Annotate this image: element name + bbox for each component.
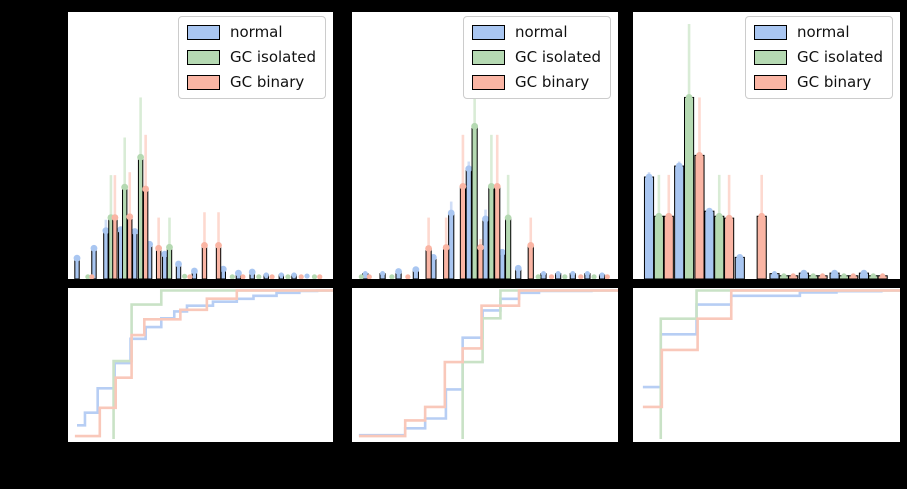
histogram-panel-middle: normal GC isolated GC binary (351, 11, 619, 281)
cdf-panel-left (67, 287, 334, 443)
legend-item-normal: normal (471, 22, 601, 43)
histogram-panel-right: normal GC isolated GC binary (632, 11, 901, 281)
cdf-panel-right (632, 287, 901, 443)
legend-swatch-gc-isolated (471, 50, 505, 65)
legend-item-gc-binary: GC binary (753, 72, 883, 93)
legend-label: GC binary (796, 73, 872, 91)
histogram-plot-left (73, 97, 323, 279)
legend-item-gc-isolated: GC isolated (471, 47, 601, 68)
legend: normal GC isolated GC binary (462, 16, 611, 99)
legend-label: GC isolated (229, 48, 316, 66)
cdf-plot-right (642, 289, 900, 439)
legend-swatch-normal (753, 25, 787, 40)
legend-label: GC binary (229, 73, 305, 91)
legend-label: normal (229, 23, 283, 41)
legend-label: GC binary (514, 73, 590, 91)
legend-swatch-normal (186, 25, 220, 40)
legend-item-normal: normal (186, 22, 316, 43)
legend-label: GC isolated (514, 48, 601, 66)
legend: normal GC isolated GC binary (744, 16, 893, 99)
legend-label: normal (514, 23, 568, 41)
legend-swatch-gc-binary (186, 75, 220, 90)
cdf-plot-middle (358, 289, 618, 439)
legend-item-gc-binary: GC binary (471, 72, 601, 93)
cdf-plot-left (74, 289, 333, 439)
legend-swatch-gc-binary (471, 75, 505, 90)
legend-swatch-gc-isolated (186, 50, 220, 65)
legend-item-normal: normal (753, 22, 883, 43)
legend-label: normal (796, 23, 850, 41)
legend-label: GC isolated (796, 48, 883, 66)
legend-item-gc-isolated: GC isolated (753, 47, 883, 68)
legend-swatch-gc-binary (753, 75, 787, 90)
legend-swatch-gc-isolated (753, 50, 787, 65)
legend: normal GC isolated GC binary (177, 16, 326, 99)
legend-item-gc-binary: GC binary (186, 72, 316, 93)
legend-item-gc-isolated: GC isolated (186, 47, 316, 68)
histogram-panel-left: normal GC isolated GC binary (67, 11, 334, 281)
histogram-plot-middle (358, 60, 610, 279)
legend-swatch-normal (471, 25, 505, 40)
cdf-panel-middle (351, 287, 619, 443)
histogram-plot-right (643, 24, 888, 279)
